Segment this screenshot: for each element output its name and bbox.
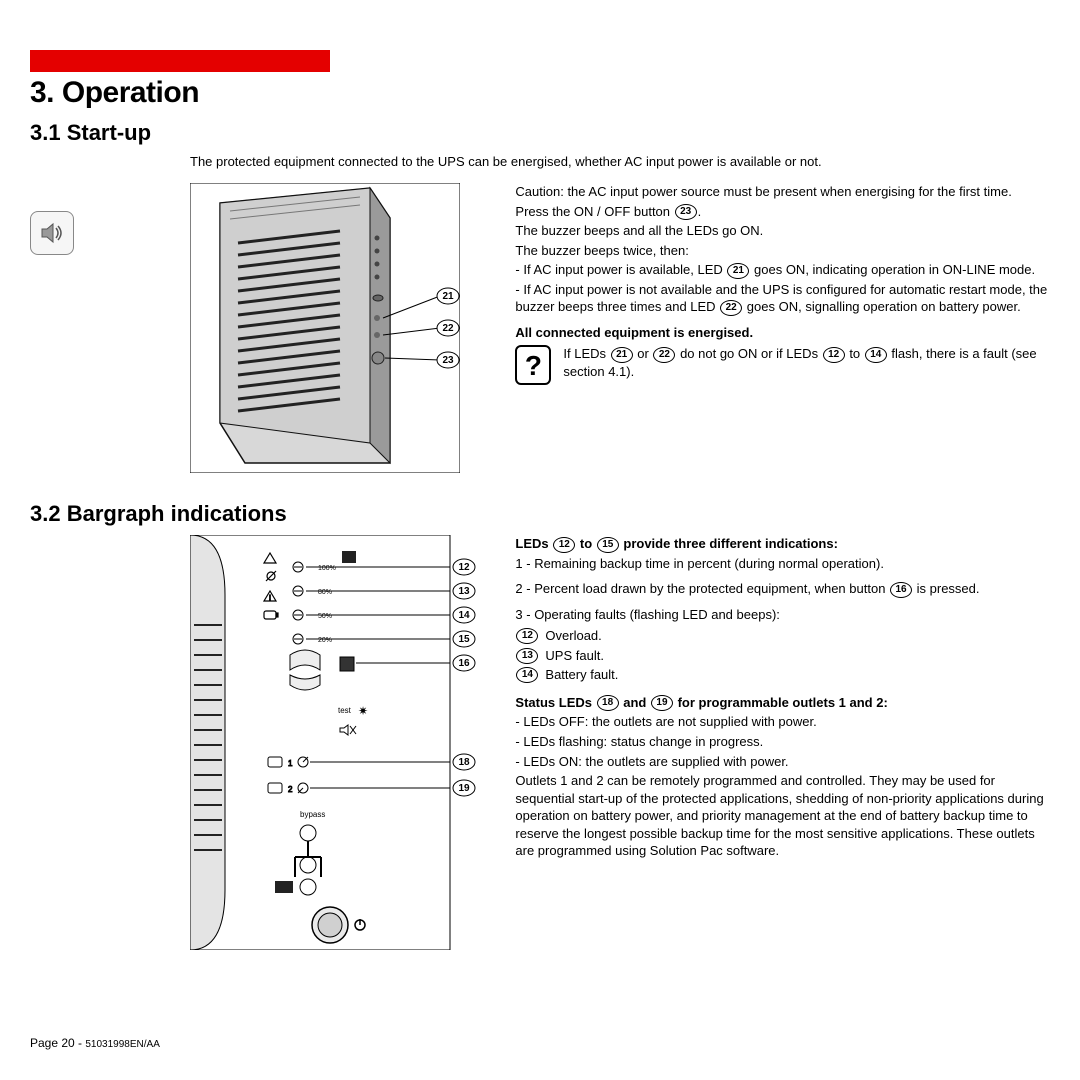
svg-text:19: 19 xyxy=(458,783,470,794)
panel-illustration: ! 100% 80% 50% 20% xyxy=(190,535,480,950)
bargraph-h2: Status LEDs 18 and 19 for programmable o… xyxy=(515,694,1050,712)
hint-text: If LEDs 21 or 22 do not go ON or if LEDs… xyxy=(563,345,1050,380)
question-icon: ? xyxy=(515,345,551,385)
svg-text:14: 14 xyxy=(458,610,470,621)
svg-text:16: 16 xyxy=(458,658,470,669)
svg-text:21: 21 xyxy=(442,291,454,302)
intro-text: The protected equipment connected to the… xyxy=(190,154,1050,169)
startup-p3: The buzzer beeps and all the LEDs go ON. xyxy=(515,222,1050,240)
header-red-bar xyxy=(30,50,330,72)
startup-p2: Press the ON / OFF button 23. xyxy=(515,203,1050,221)
startup-p4: The buzzer beeps twice, then: xyxy=(515,242,1050,260)
bargraph-block: ! 100% 80% 50% 20% xyxy=(30,535,1050,955)
startup-p5: - If AC input power is available, LED 21… xyxy=(515,261,1050,279)
bargraph-li3: 3 - Operating faults (flashing LED and b… xyxy=(515,606,1050,624)
svg-text:12: 12 xyxy=(458,562,470,573)
svg-text:test: test xyxy=(338,706,352,715)
svg-text:✷: ✷ xyxy=(358,704,368,718)
startup-p1: Caution: the AC input power source must … xyxy=(515,183,1050,201)
svg-text:18: 18 xyxy=(458,757,470,768)
svg-text:100%: 100% xyxy=(318,565,336,572)
status-s2: - LEDs flashing: status change in progre… xyxy=(515,733,1050,751)
bargraph-h1: LEDs 12 to 15 provide three different in… xyxy=(515,535,1050,553)
section-title-1: 3.1 Start-up xyxy=(30,120,1050,146)
svg-text:1: 1 xyxy=(288,759,293,768)
svg-text:bypass: bypass xyxy=(300,810,325,819)
bargraph-li2: 2 - Percent load drawn by the protected … xyxy=(515,580,1050,598)
svg-text:!: ! xyxy=(269,595,271,602)
ups-illustration: 21 22 23 xyxy=(190,183,460,473)
bargraph-li1: 1 - Remaining backup time in percent (du… xyxy=(515,555,1050,573)
bargraph-para: Outlets 1 and 2 can be remotely programm… xyxy=(515,772,1050,860)
section-title-2: 3.2 Bargraph indications xyxy=(30,501,1050,527)
hint-box: ? If LEDs 21 or 22 do not go ON or if LE… xyxy=(515,345,1050,385)
startup-p6: - If AC input power is not available and… xyxy=(515,281,1050,316)
svg-text:80%: 80% xyxy=(318,589,332,596)
svg-text:20%: 20% xyxy=(318,637,332,644)
fault-list: 12Overload. 13UPS fault. 14Battery fault… xyxy=(515,627,1050,684)
svg-text:13: 13 xyxy=(458,586,470,597)
svg-text:2: 2 xyxy=(288,785,293,794)
status-s3: - LEDs ON: the outlets are supplied with… xyxy=(515,753,1050,771)
startup-bold: All connected equipment is energised. xyxy=(515,324,1050,342)
svg-text:50%: 50% xyxy=(318,613,332,620)
chapter-title: 3. Operation xyxy=(30,76,1050,110)
svg-text:23: 23 xyxy=(442,355,454,366)
page-footer: Page 20 - 51031998EN/AA xyxy=(30,1036,160,1050)
speaker-icon xyxy=(30,211,74,255)
svg-text:22: 22 xyxy=(442,323,454,334)
startup-block: 21 22 23 Caution: the AC input power sou… xyxy=(30,183,1050,483)
status-s1: - LEDs OFF: the outlets are not supplied… xyxy=(515,713,1050,731)
svg-text:15: 15 xyxy=(458,634,470,645)
